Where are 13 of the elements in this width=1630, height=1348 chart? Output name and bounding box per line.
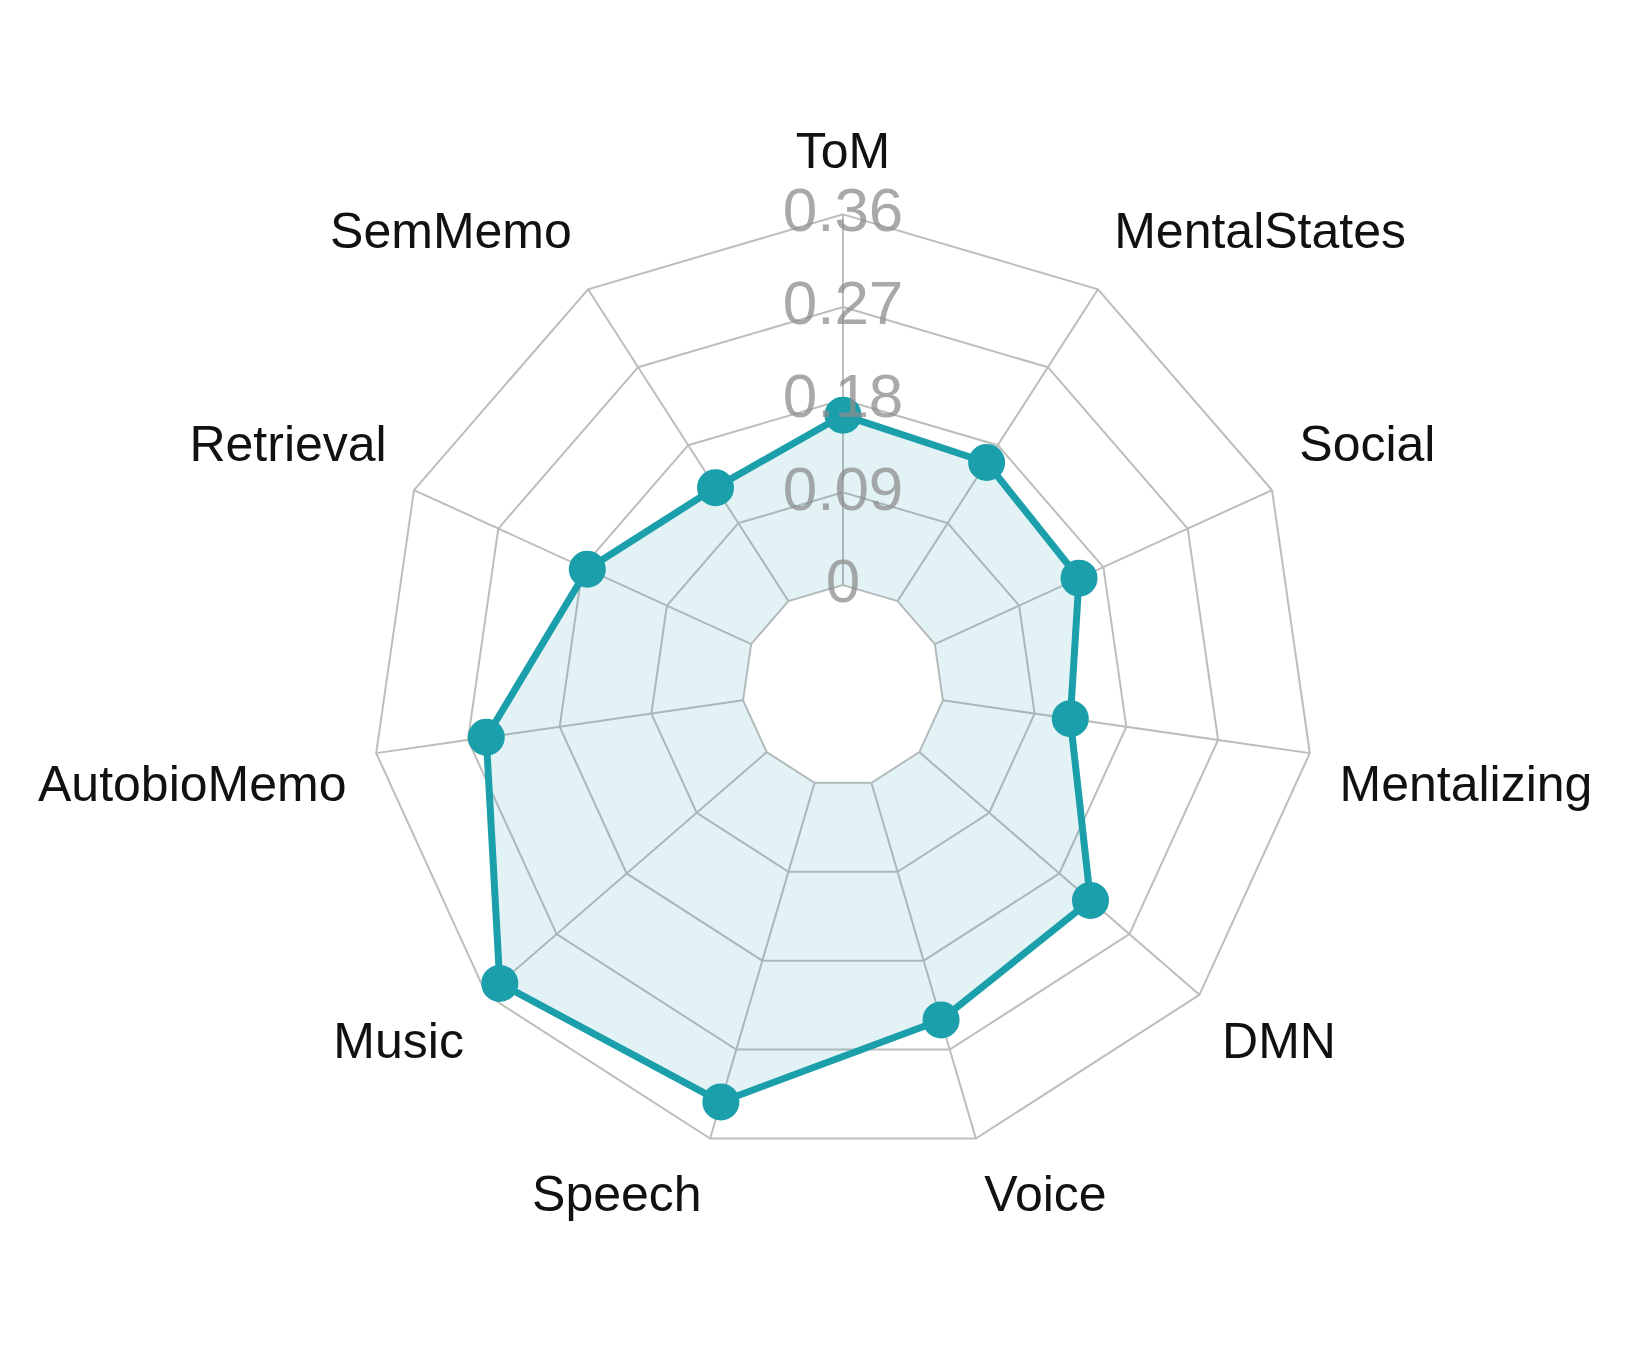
spoke-label: Mentalizing <box>1339 756 1593 813</box>
spoke-label: Music <box>333 1013 464 1070</box>
spoke-label: ToM <box>795 123 891 180</box>
spoke-label: SemMemo <box>330 202 572 259</box>
y-tick-label: 0 <box>825 546 861 616</box>
spoke-label: Retrieval <box>189 416 387 473</box>
spoke-label: DMN <box>1222 1013 1336 1070</box>
spoke-label: AutobioMemo <box>38 756 347 813</box>
spoke-label: Speech <box>532 1166 702 1223</box>
y-tick-label: 0.09 <box>782 453 904 523</box>
spoke-label: Social <box>1299 416 1436 473</box>
spoke-label: Voice <box>984 1166 1107 1223</box>
spoke-label: MentalStates <box>1114 202 1407 259</box>
